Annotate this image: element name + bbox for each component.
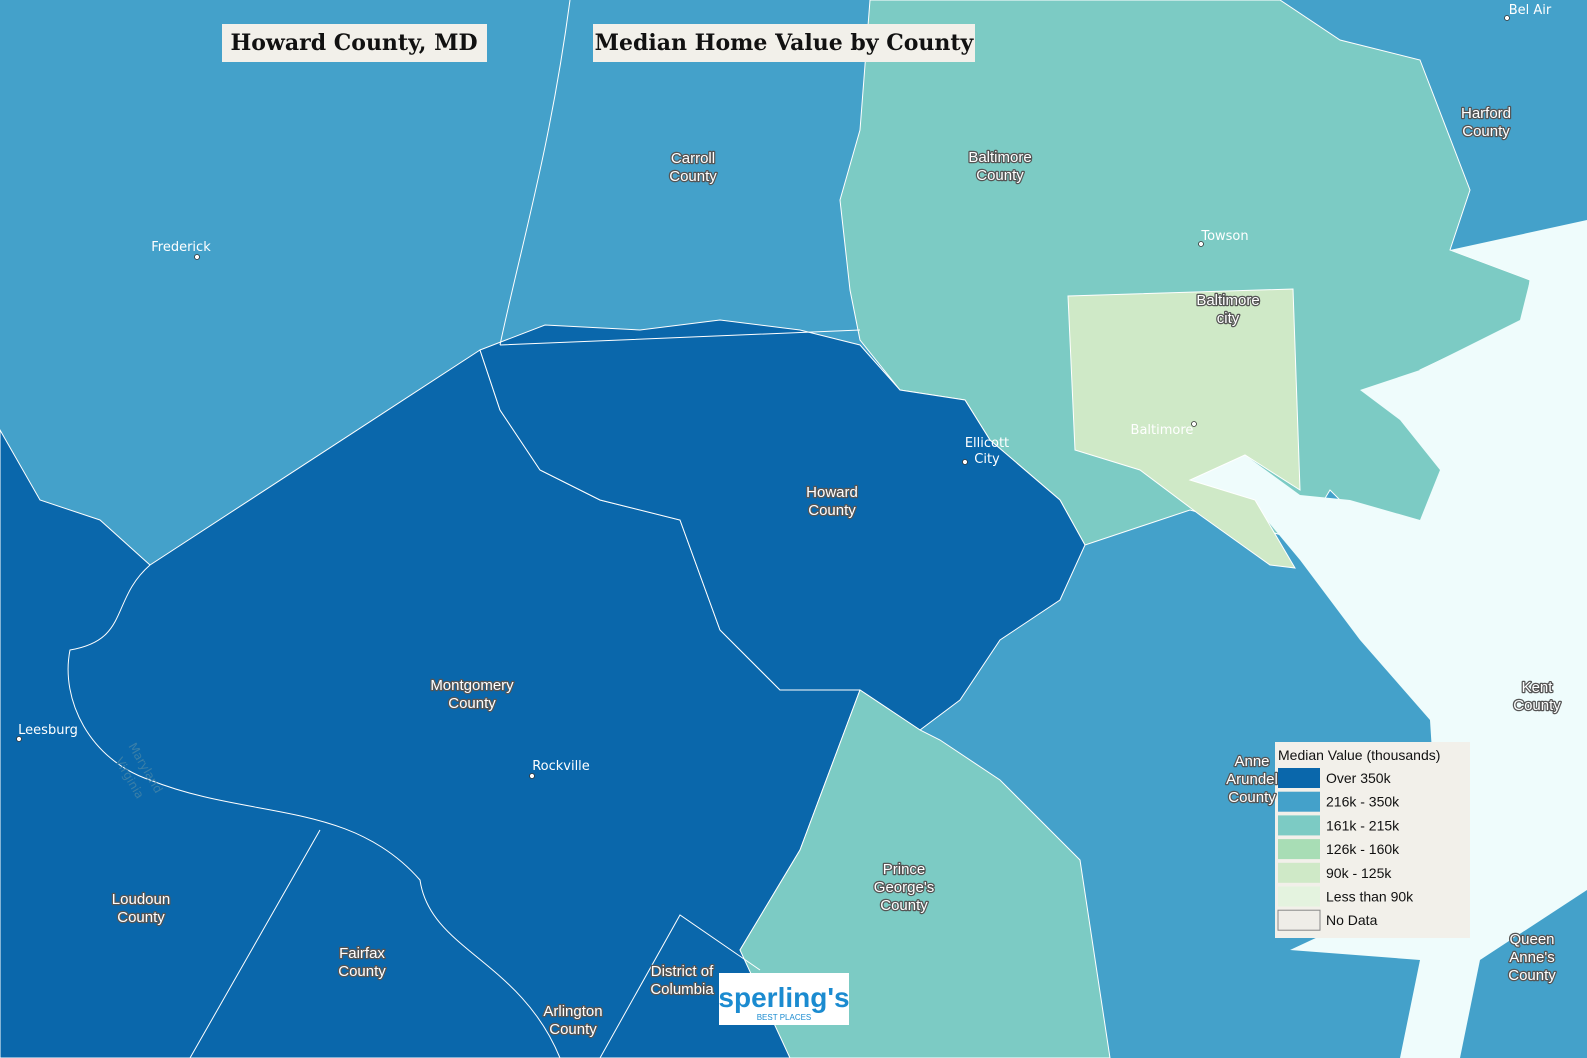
legend-swatch <box>1278 839 1320 860</box>
county-label-line: County <box>549 1021 597 1038</box>
county-label: District of Columbia <box>650 963 714 998</box>
county-label-line: County <box>669 168 717 185</box>
title: Howard County, MD <box>230 30 477 56</box>
legend-swatch <box>1278 791 1320 812</box>
city-label: Ellicott City <box>965 436 1009 467</box>
county-label: Howard County <box>806 484 858 519</box>
county-label: Queen Anne's County <box>1508 931 1556 984</box>
subtitle: Median Home Value by County <box>595 30 975 56</box>
legend-swatch <box>1278 886 1320 907</box>
city-dot <box>1504 15 1510 21</box>
legend-swatch <box>1277 909 1321 931</box>
queen-annes-county <box>1460 890 1587 1058</box>
legend-label: 90k - 125k <box>1326 865 1392 881</box>
city-label: Frederick <box>151 240 211 255</box>
county-label-line: Prince <box>883 861 926 878</box>
city-dot <box>1198 241 1204 247</box>
county-label-line: County <box>976 167 1024 184</box>
city-label: Leesburg <box>18 723 78 738</box>
county-label-line: County <box>880 897 928 914</box>
city-dot <box>962 459 968 465</box>
legend-label: 216k - 350k <box>1326 794 1400 810</box>
city-label-line: Towson <box>1200 229 1248 244</box>
border-lines <box>67 0 861 1058</box>
city-label-line: Ellicott <box>965 436 1009 451</box>
county-label: Montgomery County <box>430 677 514 712</box>
county-label: Arlington County <box>543 1003 602 1038</box>
legend-label: Less than 90k <box>1326 889 1414 905</box>
howard-county <box>479 319 1086 731</box>
legend-label: No Data <box>1326 912 1378 928</box>
title-box <box>222 24 487 62</box>
county-label: Anne Arundel County <box>1226 753 1278 806</box>
county-label: Prince George's County <box>874 861 934 914</box>
logo-name: sperling's <box>718 982 849 1013</box>
county-label-line: George's <box>874 879 934 896</box>
baltimore-city <box>1067 288 1301 569</box>
county-label: Carroll County <box>669 150 717 185</box>
county-label: Loudoun County <box>112 891 170 926</box>
city-dot <box>529 773 535 779</box>
water <box>1190 220 1587 1058</box>
county-label: Baltimore County <box>968 149 1031 184</box>
baltimore-county <box>839 0 1531 546</box>
county-label-line: Arundel <box>1226 771 1278 788</box>
county-label-line: Fairfax <box>339 945 385 962</box>
county-label-line: District of <box>651 963 714 980</box>
county-label-line: County <box>117 909 165 926</box>
legend-swatch <box>1278 768 1320 788</box>
legend-label: 161k - 215k <box>1326 817 1400 833</box>
county-label-line: city <box>1217 310 1240 327</box>
county-label: Harford County <box>1461 105 1511 140</box>
legend-title: Median Value (thousands) <box>1278 747 1440 763</box>
city-dot <box>1191 421 1197 427</box>
county-label-line: Queen <box>1509 931 1554 948</box>
county-label-line: County <box>1228 789 1276 806</box>
county-label-line: County <box>1462 123 1510 140</box>
county-label-line: Loudoun <box>112 891 170 908</box>
city-label-line: Rockville <box>532 759 590 774</box>
county-label-line: County <box>1513 697 1561 714</box>
county-label: Kent County <box>1513 679 1561 714</box>
county-label-line: County <box>808 502 856 519</box>
prince-georges-county <box>739 689 1111 1058</box>
legend-swatch <box>1278 862 1320 883</box>
county-label-line: Baltimore <box>968 149 1031 166</box>
county-label-line: County <box>448 695 496 712</box>
county-label-line: Howard <box>806 484 858 501</box>
city-dot <box>194 254 200 260</box>
county-label-line: Columbia <box>650 981 714 998</box>
city-label: Towson <box>1200 229 1248 244</box>
county-label-line: Carroll <box>671 150 715 167</box>
legend-label: 126k - 160k <box>1326 841 1400 857</box>
city-label-line: City <box>974 452 1000 467</box>
city-label-line: Bel Air <box>1509 3 1552 18</box>
city-label-line: Leesburg <box>18 723 78 738</box>
county-label: Baltimore city <box>1196 292 1259 327</box>
city-dot <box>16 736 22 742</box>
city-label-line: Frederick <box>151 240 211 255</box>
county-label-line: Anne <box>1234 753 1269 770</box>
county-label: Fairfax County <box>338 945 386 980</box>
county-label-line: Montgomery <box>430 677 514 694</box>
county-label-line: Baltimore <box>1196 292 1259 309</box>
county-label-line: Arlington <box>543 1003 602 1020</box>
logo-tagline: BEST PLACES <box>757 1013 812 1022</box>
county-label-line: County <box>1508 967 1556 984</box>
city-label: Baltimore <box>1131 423 1194 438</box>
city-label: Rockville <box>532 759 590 774</box>
county-label-line: County <box>338 963 386 980</box>
county-label-line: Harford <box>1461 105 1511 122</box>
logo-box <box>719 973 849 1025</box>
county-label-line: Anne's <box>1509 949 1554 966</box>
city-label: Bel Air <box>1509 3 1552 18</box>
subtitle-box <box>593 24 975 62</box>
legend-swatch <box>1278 815 1320 836</box>
city-label-line: Baltimore <box>1131 423 1194 438</box>
legend-label: Over 350k <box>1326 770 1392 786</box>
county-label-line: Kent <box>1522 679 1554 696</box>
